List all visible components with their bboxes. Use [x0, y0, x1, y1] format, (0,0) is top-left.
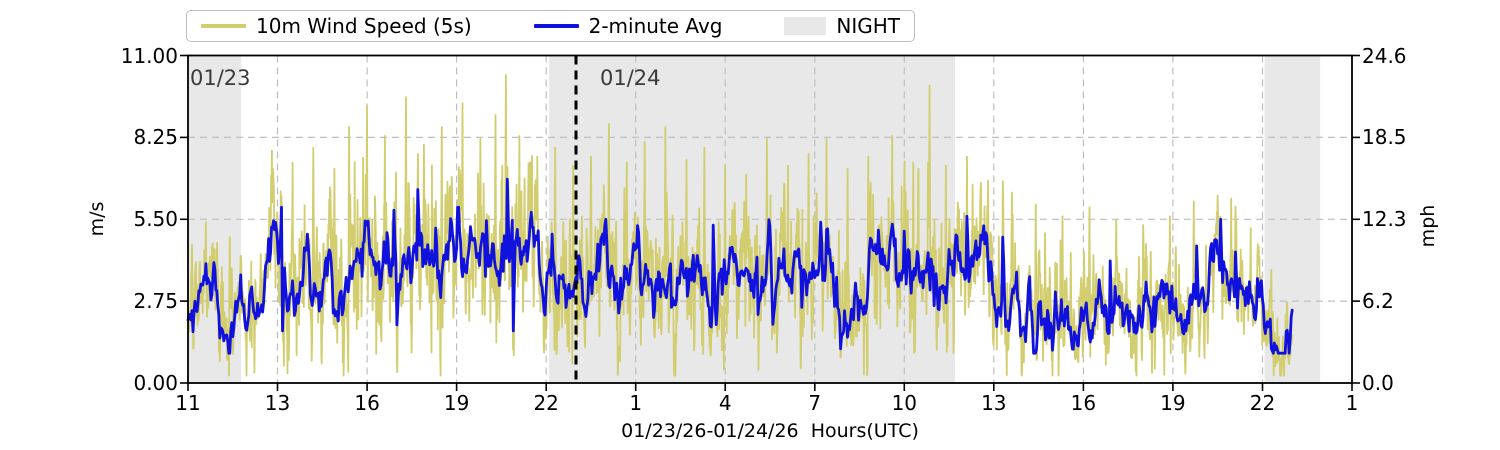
- legend-item-night: NIGHT: [784, 16, 900, 36]
- x-tick-label: 22: [533, 391, 559, 415]
- x-tick-label: 1: [629, 391, 643, 415]
- x-axis-label: 01/23/26-01/24/26 Hours(UTC): [621, 420, 919, 442]
- annotation-day-01-24: 01/24: [600, 66, 661, 90]
- legend-label-5s: 10m Wind Speed (5s): [256, 14, 472, 38]
- y-tick-label-right: 12.3: [1362, 207, 1407, 232]
- legend-line-swatch-avg: [533, 24, 579, 28]
- annotation-day-01-23: 01/23: [190, 66, 251, 90]
- x-tick-label: 1: [1345, 391, 1359, 415]
- y-tick-label-left: 11.00: [120, 43, 178, 68]
- x-tick-label: 13: [981, 391, 1007, 415]
- y-tick-label-left: 2.75: [133, 289, 178, 314]
- x-tick-label: 16: [1070, 391, 1097, 415]
- x-tick-label: 13: [264, 391, 291, 415]
- x-tick-label: 10: [891, 391, 918, 415]
- wind-speed-avg-line: [186, 177, 1294, 355]
- y-tick-label-right: 18.5: [1362, 125, 1407, 150]
- legend-item-2min-avg: 2-minute Avg: [533, 14, 723, 38]
- x-tick-label: 4: [718, 391, 732, 415]
- y-tick-label-left: 8.25: [133, 125, 178, 150]
- axis-tick-marks: [180, 54, 1360, 391]
- y-tick-label-right: 6.2: [1362, 289, 1394, 314]
- x-tick-label: 16: [354, 391, 380, 415]
- legend-line-swatch-5s: [201, 24, 246, 28]
- legend-label-night: NIGHT: [836, 14, 900, 38]
- y-tick-label-right: 24.6: [1362, 43, 1407, 68]
- legend-label-avg: 2-minute Avg: [588, 14, 723, 38]
- legend-night-swatch: [784, 17, 827, 35]
- y-tick-label-left: 5.50: [133, 207, 178, 232]
- legend: 10m Wind Speed (5s) 2-minute Avg NIGHT: [186, 10, 915, 42]
- x-tick-label: 19: [443, 391, 470, 415]
- y-tick-label-right: 0.0: [1362, 371, 1394, 395]
- x-tick-label: 22: [1249, 391, 1276, 415]
- legend-item-wind-5s: 10m Wind Speed (5s): [201, 16, 472, 36]
- x-tick-label: 7: [808, 391, 822, 415]
- x-tick-label: 19: [1160, 391, 1186, 415]
- x-tick-label: 11: [175, 391, 201, 415]
- y-tick-label-left: 0.00: [133, 371, 178, 395]
